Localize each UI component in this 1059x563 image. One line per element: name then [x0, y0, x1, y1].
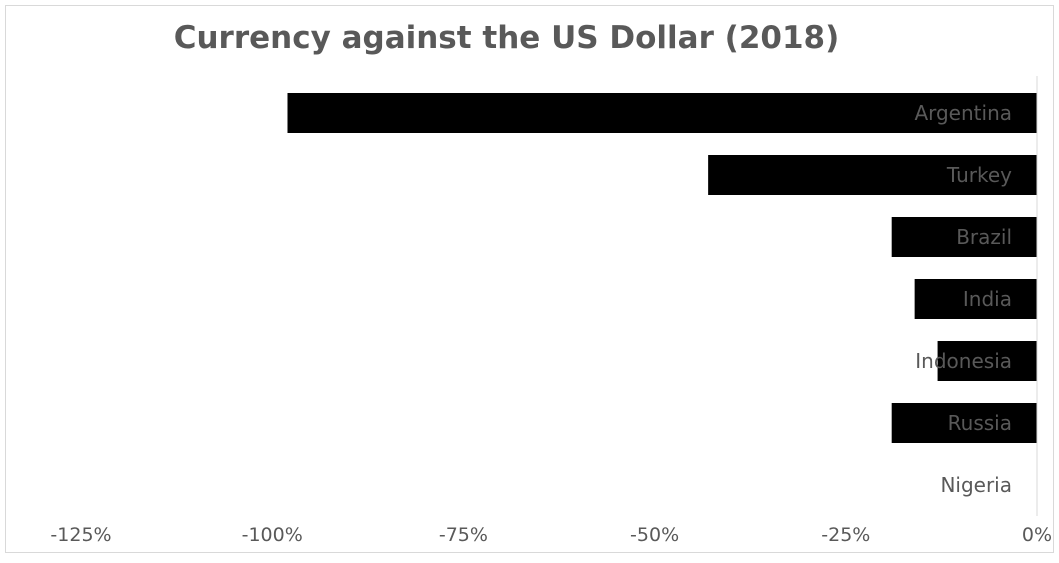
x-tick-label: 0%	[1022, 524, 1052, 546]
x-tick-label: -75%	[439, 524, 488, 546]
bar-label-indonesia: Indonesia	[915, 349, 1012, 373]
bar-india	[914, 279, 1037, 319]
bar-label-turkey: Turkey	[946, 163, 1012, 187]
bar-argentina	[287, 93, 1038, 133]
bar-russia	[891, 403, 1037, 443]
chart-title: Currency against the US Dollar (2018)	[173, 20, 840, 56]
chart-area: Currency against the US Dollar (2018) Ar…	[5, 5, 1054, 553]
x-tick-label: -100%	[242, 524, 303, 546]
bar-label-argentina: Argentina	[914, 101, 1012, 125]
bar-chart-plot: Argentina Turkey Brazil India Indonesia Russi…	[50, 76, 1052, 546]
bar-label-nigeria: Nigeria	[940, 473, 1012, 497]
x-tick-label: -125%	[50, 524, 111, 546]
bar-label-brazil: Brazil	[956, 225, 1012, 249]
x-tick-label: -50%	[630, 524, 679, 546]
bar-turkey	[708, 155, 1037, 195]
bar-label-russia: Russia	[948, 411, 1012, 435]
bar-indonesia	[937, 341, 1037, 381]
x-tick-label: -25%	[821, 524, 870, 546]
bar-brazil	[891, 217, 1037, 257]
bar-label-india: India	[963, 287, 1012, 311]
